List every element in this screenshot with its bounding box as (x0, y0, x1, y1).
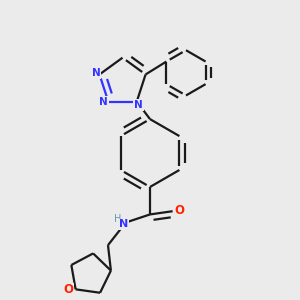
Text: O: O (175, 204, 185, 217)
Text: H: H (114, 214, 122, 224)
Text: N: N (118, 220, 128, 230)
Text: N: N (134, 100, 143, 110)
Text: N: N (99, 97, 108, 106)
Text: N: N (92, 68, 100, 78)
Text: O: O (64, 284, 74, 296)
